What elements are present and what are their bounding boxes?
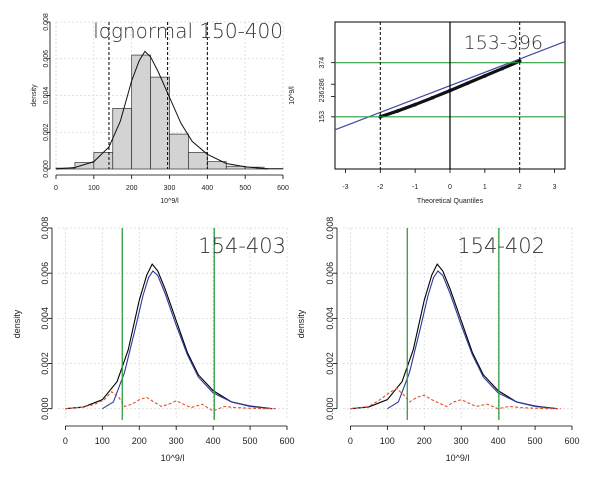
y-tick-label: 0.006 bbox=[325, 262, 335, 285]
y-tick-label: 153 bbox=[319, 111, 326, 123]
x-tick-label: -2 bbox=[377, 184, 383, 191]
histogram-bar bbox=[206, 161, 227, 170]
qq-points-band bbox=[465, 74, 487, 85]
histogram-bar bbox=[93, 152, 114, 170]
y-tick-label: 286 bbox=[319, 78, 326, 90]
qq-point bbox=[465, 81, 470, 86]
chart-panel-3: 0 100 200 300 400 500 600 0.000 0.002 0.004 0.006 0… bbox=[12, 217, 295, 463]
y-tick-label: 0.002 bbox=[40, 352, 50, 375]
x-tick-label: 0 bbox=[54, 185, 58, 192]
density-line-3 bbox=[65, 391, 276, 412]
qq-point bbox=[500, 66, 505, 71]
x-tick-label: 500 bbox=[243, 436, 258, 446]
chart-title: 154-402 bbox=[457, 234, 545, 258]
x-tick-label: 100 bbox=[380, 436, 395, 446]
x-tick-label: 600 bbox=[279, 436, 294, 446]
density-line-1 bbox=[350, 263, 558, 410]
y-tick-label: 0.002 bbox=[43, 123, 50, 141]
qq-points-band bbox=[378, 109, 400, 119]
density-line-2 bbox=[387, 270, 558, 410]
x-tick-label: 2 bbox=[518, 184, 522, 191]
histogram-bar bbox=[188, 152, 208, 170]
qq-point bbox=[483, 74, 487, 78]
density-line-2 bbox=[102, 270, 273, 410]
x-tick-label: 0 bbox=[63, 436, 68, 446]
histogram-bar bbox=[169, 133, 189, 170]
y-tick-label: 0.006 bbox=[43, 50, 50, 68]
x-tick-label: 1 bbox=[483, 184, 487, 191]
x-axis-label: Theoretical Quantiles bbox=[417, 198, 484, 205]
x-tick-label: -1 bbox=[412, 184, 418, 191]
x-axis-label: 10^9/l bbox=[446, 453, 470, 463]
y-tick-label: 0.000 bbox=[40, 397, 50, 420]
y-axis-label: density bbox=[296, 309, 306, 338]
x-tick-label: 400 bbox=[491, 436, 506, 446]
qq-point bbox=[395, 109, 400, 113]
y-tick-label: 0.004 bbox=[43, 87, 50, 105]
x-axis-label: 10^9/l bbox=[160, 198, 179, 205]
y-axis-label: 10^9/l bbox=[289, 86, 296, 105]
qq-points-band bbox=[430, 88, 452, 100]
y-tick-label: 0.004 bbox=[40, 307, 50, 330]
y-axis-label: density bbox=[31, 84, 38, 107]
density-curve bbox=[55, 50, 268, 170]
qq-points-band bbox=[413, 96, 435, 107]
x-tick-label: 200 bbox=[417, 436, 432, 446]
y-tick-label: 0.006 bbox=[40, 262, 50, 285]
histogram-bar bbox=[74, 162, 95, 170]
qq-point bbox=[517, 59, 522, 63]
qq-points-band bbox=[448, 81, 470, 93]
x-tick-label: 200 bbox=[126, 185, 138, 192]
qq-point bbox=[413, 102, 417, 107]
x-tick-label: 500 bbox=[239, 185, 251, 192]
density-line-1 bbox=[65, 263, 273, 410]
x-tick-label: 200 bbox=[132, 436, 147, 446]
x-tick-label: 400 bbox=[201, 185, 213, 192]
y-axis-label: density bbox=[12, 309, 22, 338]
x-tick-label: 600 bbox=[564, 436, 579, 446]
y-tick-label: 0.004 bbox=[325, 307, 335, 330]
chart-title: lognormal 150-400 bbox=[93, 19, 283, 43]
y-tick-label: 0.000 bbox=[43, 160, 50, 178]
x-axis-label: 10^9/l bbox=[161, 453, 185, 463]
x-tick-label: 500 bbox=[528, 436, 543, 446]
x-tick-label: 3 bbox=[553, 184, 557, 191]
density-line-3 bbox=[350, 387, 561, 410]
qq-points-band bbox=[483, 66, 504, 78]
x-tick-label: -3 bbox=[342, 184, 348, 191]
chart-title: 153-396 bbox=[464, 32, 543, 54]
x-tick-label: 300 bbox=[164, 185, 176, 192]
y-tick-label: 0.008 bbox=[43, 13, 50, 31]
x-tick-label: 400 bbox=[206, 436, 221, 446]
y-tick-label: 0.002 bbox=[325, 352, 335, 375]
x-tick-label: 300 bbox=[169, 436, 184, 446]
histogram-bar bbox=[112, 108, 133, 170]
qq-points-band bbox=[396, 102, 417, 113]
y-tick-label: 0.008 bbox=[325, 217, 335, 240]
qq-point bbox=[430, 95, 435, 100]
x-tick-label: 300 bbox=[454, 436, 469, 446]
x-tick-label: 600 bbox=[277, 185, 289, 192]
chart-panel-1: 0 100 200 300 400 500 600 0.000 0.002 0.004 0.006 0… bbox=[31, 13, 289, 205]
x-tick-label: 100 bbox=[88, 185, 100, 192]
y-tick-label: 236 bbox=[319, 91, 326, 103]
y-tick-label: 0.000 bbox=[325, 397, 335, 420]
y-tick-label: 0.008 bbox=[40, 217, 50, 240]
chart-title: 154-403 bbox=[198, 234, 286, 258]
x-tick-label: 0 bbox=[348, 436, 353, 446]
chart-panel-4: 0 100 200 300 400 500 600 0.000 0.002 0.004 0.006 0… bbox=[296, 217, 580, 463]
x-tick-label: 100 bbox=[95, 436, 110, 446]
x-tick-label: 0 bbox=[448, 184, 452, 191]
y-tick-label: 374 bbox=[319, 57, 326, 69]
